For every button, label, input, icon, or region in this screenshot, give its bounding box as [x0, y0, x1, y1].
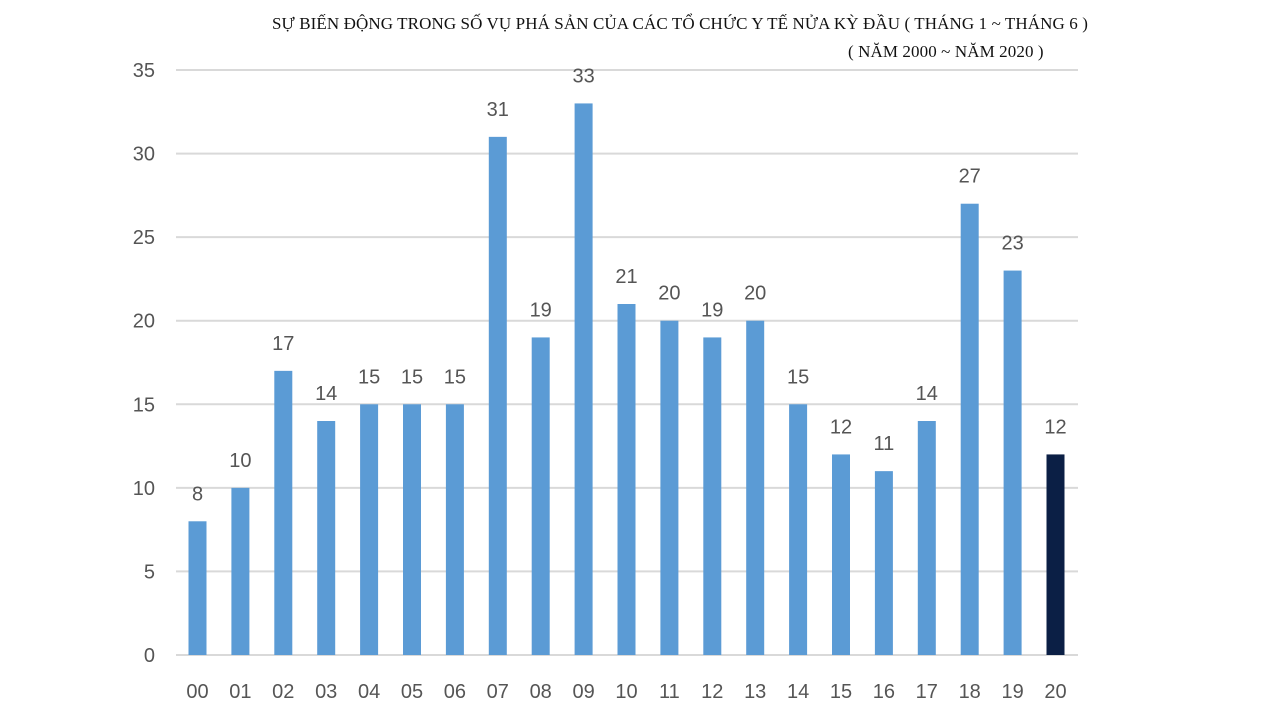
x-tick-label-02: 02: [272, 681, 294, 703]
bar-15: [832, 454, 850, 655]
x-tick-label-15: 15: [830, 681, 852, 703]
bar-04: [360, 404, 379, 655]
y-tick-label: 20: [133, 311, 155, 333]
bar-13: [746, 320, 765, 655]
data-label-12: 19: [701, 299, 723, 321]
bar-17: [917, 421, 936, 655]
bar-14: [789, 404, 808, 655]
bar-12: [703, 337, 722, 655]
data-label-20: 12: [1044, 416, 1066, 438]
x-tick-label-09: 09: [572, 681, 594, 703]
bar-20: [1046, 454, 1065, 655]
x-tick-label-03: 03: [315, 681, 337, 703]
x-tick-label-17: 17: [916, 681, 938, 703]
bar-19: [1003, 270, 1022, 655]
data-label-01: 10: [229, 450, 251, 472]
bar-05: [403, 404, 421, 655]
data-label-13: 20: [744, 283, 766, 305]
x-tick-label-01: 01: [229, 681, 251, 703]
x-tick-label-20: 20: [1044, 681, 1066, 703]
data-label-04: 15: [358, 366, 380, 388]
data-label-16: 11: [874, 433, 895, 455]
bar-10: [617, 304, 636, 655]
bar-01: [231, 487, 250, 655]
data-label-17: 14: [916, 383, 938, 405]
x-tick-label-11: 11: [659, 681, 680, 703]
bar-08: [531, 337, 550, 655]
bar-11: [660, 320, 679, 655]
y-tick-label: 0: [144, 645, 155, 667]
x-tick-label-16: 16: [873, 681, 895, 703]
chart-title: SỰ BIẾN ĐỘNG TRONG SỐ VỤ PHÁ SẢN CỦA CÁC…: [272, 14, 1088, 33]
data-label-09: 33: [572, 65, 594, 87]
data-label-11: 20: [658, 283, 680, 305]
data-label-03: 14: [315, 383, 337, 405]
data-label-06: 15: [444, 366, 466, 388]
bar-18: [960, 203, 979, 655]
data-label-10: 21: [615, 266, 637, 288]
data-label-07: 31: [487, 99, 509, 121]
data-label-15: 12: [830, 416, 852, 438]
x-tick-label-10: 10: [615, 681, 637, 703]
data-label-00: 8: [192, 483, 203, 505]
x-tick-label-04: 04: [358, 681, 380, 703]
data-label-05: 15: [401, 366, 423, 388]
bar-00: [188, 521, 207, 655]
data-label-02: 17: [272, 333, 294, 355]
x-tick-label-06: 06: [444, 681, 466, 703]
chart-subtitle: ( NĂM 2000 ~ NĂM 2020 ): [848, 42, 1044, 61]
y-tick-label: 35: [133, 60, 155, 82]
data-labels: 8 10 17 14 15 15 15 31 19 33 21 20 19 20 15 12 11 14 27 23 1…: [192, 65, 1067, 505]
x-tick-label-19: 19: [1001, 681, 1023, 703]
x-tick-label-13: 13: [744, 681, 766, 703]
x-tick-label-18: 18: [959, 681, 981, 703]
data-label-19: 23: [1001, 233, 1023, 255]
bar-16: [874, 471, 893, 655]
data-label-14: 15: [787, 366, 809, 388]
x-tick-label-12: 12: [701, 681, 723, 703]
y-tick-label: 25: [133, 227, 155, 249]
bar-02: [274, 370, 293, 655]
y-axis-ticks: 0 5 10 15 20 25 30 35: [133, 60, 155, 667]
x-tick-label-07: 07: [487, 681, 509, 703]
bar-06: [445, 404, 464, 655]
y-tick-label: 10: [133, 478, 155, 500]
bar-03: [317, 421, 336, 655]
bar-07: [488, 136, 507, 655]
y-tick-label: 5: [144, 561, 155, 583]
y-tick-label: 15: [133, 394, 155, 416]
x-tick-label-08: 08: [530, 681, 552, 703]
y-tick-label: 30: [133, 144, 155, 166]
x-tick-label-14: 14: [787, 681, 809, 703]
x-axis-ticks: 00 01 02 03 04 05 06 07 08 09 10 11 12 13 14 15 16 17 18 19…: [186, 681, 1066, 703]
data-label-08: 19: [530, 299, 552, 321]
x-tick-label-05: 05: [401, 681, 423, 703]
bars: [188, 103, 1065, 655]
bar-09: [574, 103, 593, 655]
data-label-18: 27: [959, 166, 981, 188]
x-tick-label-00: 00: [186, 681, 208, 703]
